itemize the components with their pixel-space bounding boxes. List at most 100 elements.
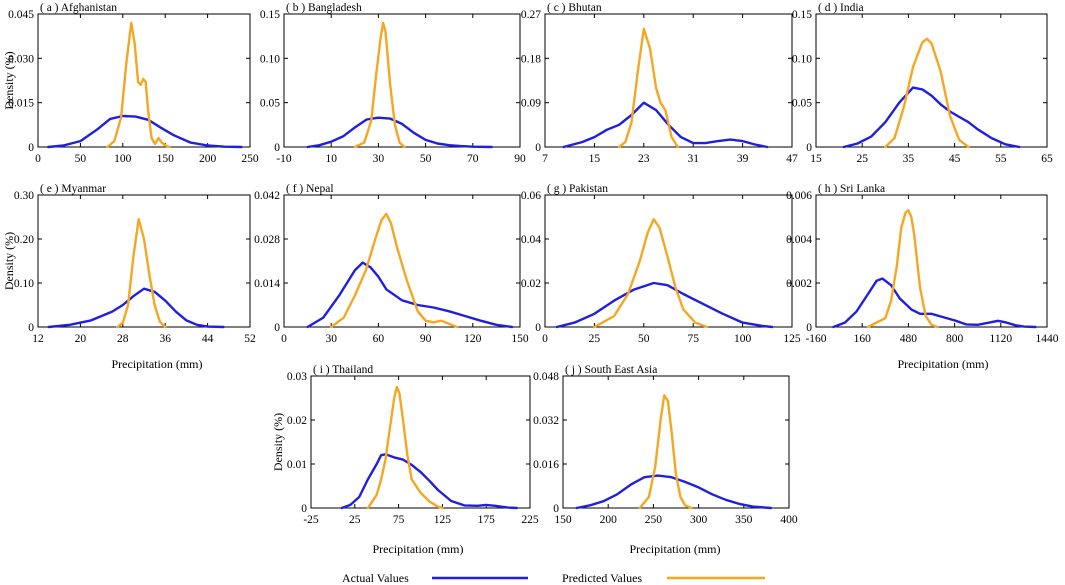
x-tick-label: 0 [281, 333, 287, 345]
x-tick-label: 10 [325, 153, 337, 165]
y-tick-label: 0.02 [521, 278, 541, 290]
y-tick-label: 0 [28, 142, 34, 154]
y-tick-label: 0.002 [786, 278, 812, 290]
plot-frame [310, 375, 531, 509]
x-axis-label: Precipitation (mm) [898, 357, 989, 371]
predicted-values-line [866, 209, 939, 329]
x-tick-label: 0 [542, 333, 548, 345]
predicted-values-line [106, 21, 171, 149]
panel-title: ( b ) Bangladesh [286, 2, 362, 14]
y-axis-label: Density (%) [2, 51, 16, 109]
y-tick-label: 0 [806, 322, 812, 334]
y-axis-label: Density (%) [2, 232, 16, 290]
y-axis-label: Density (%) [271, 413, 285, 471]
panel-6: ( f ) Nepal 0 30 60 90 120 150 0 0.014 0.028 0.042 [254, 183, 529, 345]
x-tick-label: 100 [114, 153, 132, 165]
y-tick-label: 0.016 [533, 459, 559, 471]
panel-title: ( c ) Bhutan [547, 2, 602, 14]
x-tick-label: 7 [542, 153, 548, 165]
panel-10: ( j ) South East Asia 150 200 250 300 350 400 0… [533, 364, 798, 526]
x-tick-label: 480 [900, 333, 918, 345]
y-tick-label: 0 [553, 503, 559, 515]
y-tick-label: 0.028 [254, 234, 280, 246]
x-tick-label: -160 [805, 333, 826, 345]
actual-values-line [306, 261, 514, 329]
x-tick-label: 44 [202, 333, 214, 345]
x-tick-label: 225 [521, 514, 539, 526]
y-tick-label: 0 [535, 142, 541, 154]
x-tick-label: 30 [325, 333, 337, 345]
actual-values-line [832, 277, 1037, 329]
panel-title: ( g ) Pakistan [547, 183, 608, 195]
actual-values-line [555, 281, 774, 329]
panel-7: ( g ) Pakistan 0 25 50 75 100 125 0 0.02 0.04 0.06 [521, 183, 801, 345]
legend-actual-label: Actual Values [342, 571, 409, 585]
x-tick-label: 90 [420, 333, 432, 345]
y-tick-label: 0.048 [533, 371, 559, 383]
x-tick-label: -25 [303, 514, 319, 526]
x-tick-label: 800 [946, 333, 964, 345]
plot-frame [283, 194, 521, 328]
x-tick-label: 1120 [990, 333, 1013, 345]
y-tick-label: 0 [28, 322, 34, 334]
y-tick-label: 0.10 [14, 278, 34, 290]
y-tick-label: 0 [806, 142, 812, 154]
y-tick-label: 0.004 [786, 234, 812, 246]
x-tick-label: 75 [687, 333, 699, 345]
x-tick-label: 150 [554, 514, 572, 526]
x-tick-label: -10 [276, 153, 292, 165]
predicted-values-line [638, 394, 693, 510]
panel-title: ( i ) Thailand [313, 364, 373, 376]
legend-predicted-label: Predicted Values [562, 571, 642, 585]
plot-frame [37, 194, 251, 328]
actual-values-line [47, 114, 243, 149]
actual-values-line [47, 287, 225, 329]
legend: Actual Values Predicted Values [342, 571, 765, 585]
x-tick-label: 47 [786, 153, 798, 165]
x-tick-label: 100 [734, 333, 752, 345]
y-tick-label: 0.05 [792, 98, 812, 110]
x-tick-label: 125 [783, 333, 801, 345]
x-tick-label: 60 [373, 333, 385, 345]
actual-values-line [340, 453, 519, 510]
x-tick-label: 50 [420, 153, 432, 165]
x-tick-label: 30 [373, 153, 385, 165]
y-tick-label: 0.015 [8, 98, 34, 110]
x-tick-label: 200 [600, 514, 618, 526]
y-tick-label: 0.06 [521, 190, 541, 202]
panel-title: ( j ) South East Asia [565, 364, 657, 376]
y-tick-label: 0 [274, 322, 280, 334]
panel-title: ( f ) Nepal [286, 183, 334, 195]
x-tick-label: 175 [478, 514, 496, 526]
y-tick-label: 0.10 [792, 53, 812, 65]
y-tick-label: 0.15 [792, 9, 812, 21]
x-tick-label: 65 [1041, 153, 1053, 165]
x-tick-label: 35 [903, 153, 915, 165]
x-tick-label: 39 [737, 153, 749, 165]
x-tick-label: 36 [159, 333, 171, 345]
panel-3: ( c ) Bhutan 7 15 23 31 39 47 0 0.09 0.18 0.27 [521, 2, 798, 165]
predicted-values-line [617, 27, 679, 149]
y-tick-label: 0 [274, 142, 280, 154]
y-tick-label: 0.04 [521, 234, 541, 246]
panel-5: ( e ) Myanmar 12 20 28 36 44 52 0 0.10 0.20 0.30 [14, 183, 256, 345]
panel-2: ( b ) Bangladesh -10 10 30 50 70 90 0 0.05 0.10 0.… [260, 2, 526, 165]
y-tick-label: 0.18 [521, 53, 541, 65]
y-tick-label: 0.02 [287, 415, 307, 427]
x-axis-label: Precipitation (mm) [630, 542, 721, 556]
actual-values-line [842, 86, 1021, 149]
plot-frame [283, 13, 521, 148]
panel-1: ( a ) Afghanistan 0 50 100 150 200 250 0 0.015 0.… [8, 2, 259, 165]
y-tick-label: 0.27 [521, 9, 541, 21]
x-tick-label: 125 [434, 514, 452, 526]
x-tick-label: 250 [241, 153, 259, 165]
x-tick-label: 150 [511, 333, 529, 345]
x-tick-label: 55 [995, 153, 1007, 165]
plot-frame [815, 194, 1048, 328]
x-tick-label: 300 [690, 514, 708, 526]
y-tick-label: 0.01 [287, 459, 307, 471]
x-tick-label: 50 [75, 153, 87, 165]
panel-title: ( a ) Afghanistan [40, 2, 117, 14]
y-tick-label: 0.045 [8, 9, 34, 21]
